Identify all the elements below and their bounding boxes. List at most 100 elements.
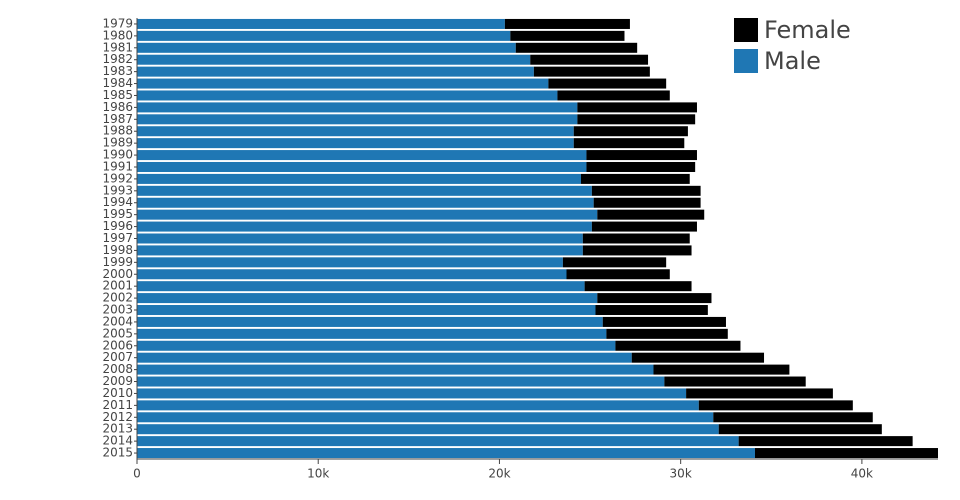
y-tick-label: 1998 — [102, 243, 133, 257]
y-tick-label: 2008 — [102, 362, 133, 376]
y-tick-label: 1984 — [102, 76, 133, 90]
bar-segment — [137, 388, 687, 399]
y-tick-label: 1983 — [102, 64, 133, 78]
bar-segment — [597, 209, 705, 220]
y-tick-label: 1997 — [102, 231, 133, 245]
bar-segment — [698, 400, 853, 411]
bar-segment — [137, 412, 714, 423]
bar-segment — [591, 221, 697, 232]
bar-segment — [653, 364, 790, 375]
bar-segment — [606, 328, 728, 339]
bar-segment — [664, 376, 806, 387]
bar-segment — [137, 436, 739, 447]
bar-segment — [137, 245, 583, 256]
bar-segment — [582, 233, 690, 244]
x-tick-label: 20k — [488, 467, 510, 481]
y-tick-label: 1989 — [102, 136, 133, 150]
x-tick-label: 30k — [670, 467, 692, 481]
bar-segment — [566, 269, 670, 280]
y-tick-label: 2011 — [102, 398, 133, 412]
x-tick-label: 0 — [133, 467, 141, 481]
y-tick-label: 2002 — [102, 291, 133, 305]
bar-segment — [582, 245, 692, 256]
y-tick-label: 2007 — [102, 350, 133, 364]
bar-segment — [137, 150, 587, 161]
y-tick-label: 1990 — [102, 148, 133, 162]
y-tick-label: 1995 — [102, 207, 133, 221]
bar-segment — [137, 376, 665, 387]
legend-swatch — [734, 18, 758, 42]
bar-segment — [686, 388, 833, 399]
bar-segment — [557, 90, 670, 101]
bar-segment — [562, 257, 667, 268]
bar-segment — [137, 126, 574, 137]
bar-segment — [137, 448, 755, 459]
bar-segment — [137, 221, 592, 232]
y-tick-label: 1982 — [102, 52, 133, 66]
bar-segment — [137, 400, 699, 411]
bar-segment — [597, 293, 712, 304]
bar-segment — [137, 90, 558, 101]
y-tick-label: 2012 — [102, 410, 133, 424]
bar-segment — [602, 316, 726, 327]
bar-segment — [593, 197, 701, 208]
bar-segment — [137, 30, 511, 41]
legend-swatch — [734, 49, 758, 73]
y-tick-label: 2006 — [102, 338, 133, 352]
bar-segment — [504, 18, 630, 29]
bar-segment — [595, 305, 708, 316]
bar-segment — [137, 340, 616, 351]
bar-segment — [137, 269, 567, 280]
bar-segment — [580, 173, 690, 184]
y-tick-label: 1991 — [102, 159, 133, 173]
bar-segment — [137, 305, 596, 316]
bar-segment — [137, 233, 583, 244]
legend-label: Female — [764, 16, 851, 44]
bar-segment — [137, 138, 574, 149]
bar-segment — [577, 102, 697, 113]
y-tick-label: 2014 — [102, 434, 133, 448]
y-tick-label: 1981 — [102, 40, 133, 54]
bar-segment — [713, 412, 873, 423]
bar-segment — [548, 78, 667, 89]
bar-segment — [137, 102, 578, 113]
bar-segment — [137, 424, 719, 435]
bar-segment — [137, 78, 549, 89]
bar-segment — [510, 30, 625, 41]
y-tick-label: 1988 — [102, 124, 133, 138]
bar-segment — [137, 364, 654, 375]
y-tick-label: 2001 — [102, 279, 133, 293]
x-tick-label: 40k — [851, 467, 873, 481]
bar-segment — [137, 173, 581, 184]
bar-segment — [586, 150, 697, 161]
bar-segment — [137, 352, 632, 363]
bar-segment — [586, 161, 696, 172]
bar-segment — [137, 161, 587, 172]
y-tick-label: 2015 — [102, 446, 133, 460]
bar-segment — [137, 54, 531, 65]
bar-segment — [754, 448, 938, 459]
bar-segment — [573, 126, 688, 137]
bar-segment — [515, 42, 638, 53]
bar-segment — [137, 257, 563, 268]
bar-segment — [137, 293, 598, 304]
y-tick-label: 1985 — [102, 88, 133, 102]
y-tick-label: 2005 — [102, 326, 133, 340]
bar-segment — [584, 281, 692, 292]
bar-segment — [577, 114, 696, 125]
bar-segment — [137, 316, 603, 327]
y-tick-label: 2009 — [102, 374, 133, 388]
bar-segment — [631, 352, 765, 363]
bar-segment — [137, 328, 607, 339]
legend-label: Male — [764, 47, 821, 75]
y-tick-label: 1996 — [102, 219, 133, 233]
y-tick-label: 1986 — [102, 100, 133, 114]
bar-segment — [573, 138, 685, 149]
bar-segment — [530, 54, 649, 65]
y-tick-label: 1979 — [102, 16, 133, 30]
y-tick-label: 1987 — [102, 112, 133, 126]
bar-segment — [137, 281, 585, 292]
bar-segment — [615, 340, 741, 351]
bar-segment — [137, 185, 592, 196]
